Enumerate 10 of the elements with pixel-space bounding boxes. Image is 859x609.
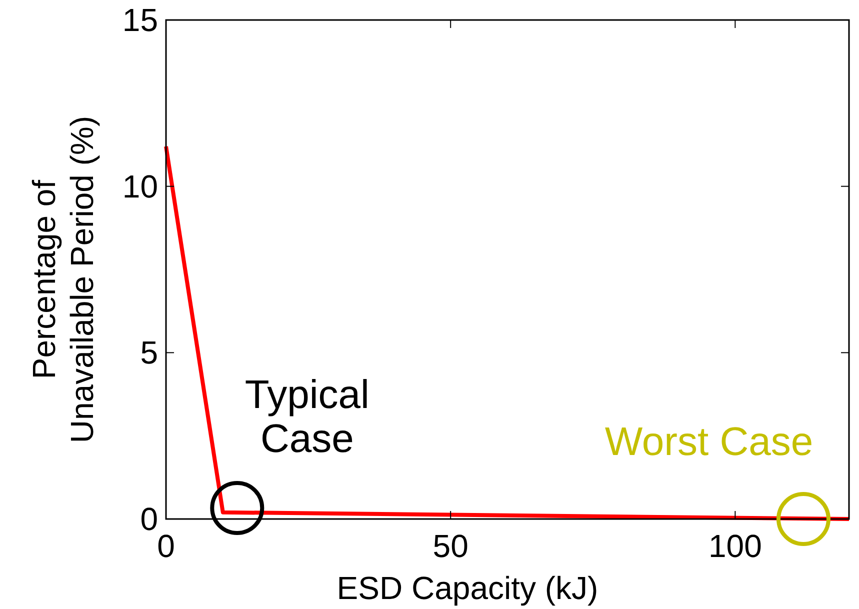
y-tick-label: 10 xyxy=(122,168,158,204)
annotation: Worst Case xyxy=(604,420,814,464)
y-axis-title: Percentage of Unavailable Period (%) xyxy=(26,116,100,444)
annotation: Typical Case xyxy=(244,373,370,462)
y-tick-label: 15 xyxy=(122,2,158,38)
x-tick-label: 50 xyxy=(432,528,468,564)
x-tick-label: 100 xyxy=(708,528,762,564)
x-axis-title: ESD Capacity (kJ) xyxy=(336,570,598,606)
y-tick-label: 5 xyxy=(140,334,158,371)
y-tick-label: 0 xyxy=(140,501,158,537)
